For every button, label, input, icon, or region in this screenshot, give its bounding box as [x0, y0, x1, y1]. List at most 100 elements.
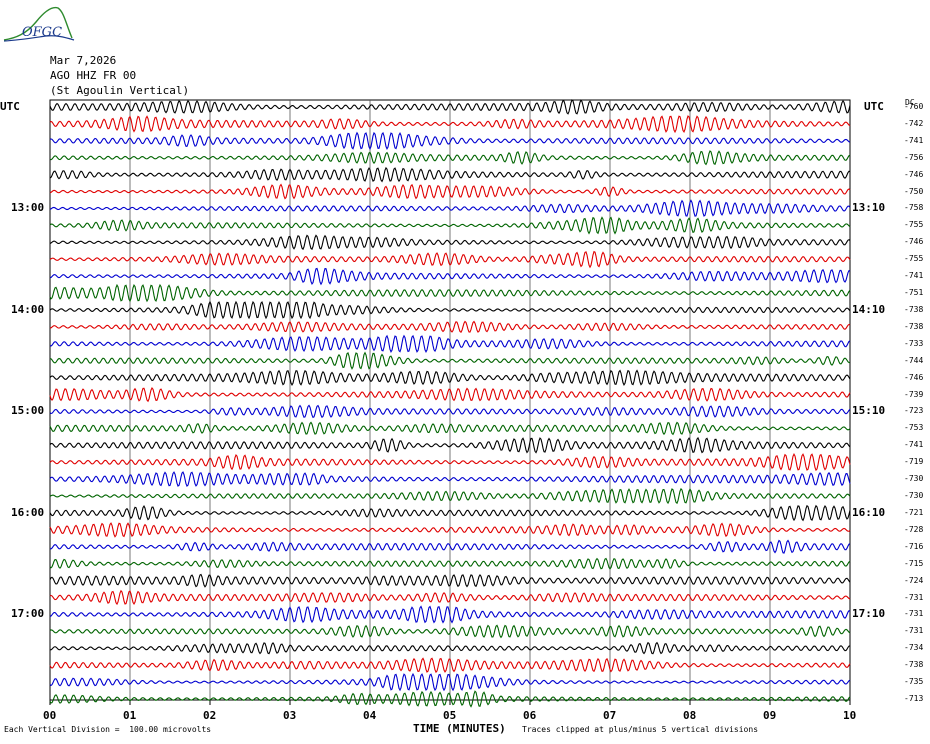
dc-offset-value: -741: [904, 440, 924, 450]
trace-blue-line: [49, 334, 851, 353]
x-tick-label: 03: [283, 709, 297, 722]
dc-offset-value: -741: [904, 271, 924, 281]
trace-red-line: [49, 452, 851, 472]
trace-red-line: [49, 250, 851, 269]
trace-blue-line: [49, 199, 851, 217]
trace-black-line: [49, 234, 851, 251]
trace-black-line: [49, 369, 851, 386]
dc-offset-header: DC: [905, 98, 915, 107]
dc-offset-value: -755: [904, 220, 924, 230]
dc-offset-value: -719: [904, 457, 924, 467]
left-time-label: 14:00: [11, 302, 45, 316]
dc-offset-value: -744: [904, 355, 924, 365]
plot-date: Mar 7,2026: [50, 54, 117, 67]
trace-red-line: [49, 115, 851, 134]
dc-offset-value: -738: [904, 304, 924, 314]
trace-red-line: [49, 589, 851, 606]
trace-black-line: [49, 300, 851, 320]
trace-blue-line: [49, 672, 851, 692]
trace-blue-line: [49, 404, 851, 419]
x-tick-label: 05: [443, 709, 457, 722]
left-time-label: 13:00: [11, 201, 45, 215]
trace-blue-line: [49, 605, 851, 624]
dc-offset-value: -742: [904, 118, 924, 128]
trace-green-line: [49, 624, 851, 639]
x-tick-label: 08: [683, 709, 697, 722]
trace-red-line: [49, 320, 851, 333]
trace-blue-line: [49, 471, 851, 488]
dc-offset-value: -713: [904, 694, 924, 703]
dc-offset-value: -716: [904, 541, 924, 551]
trace-blue-line: [49, 539, 851, 554]
dc-offset-value: -753: [904, 423, 924, 433]
x-axis-title: TIME (MINUTES): [413, 722, 506, 735]
x-tick-label: 00: [43, 709, 57, 722]
trace-black-line: [49, 504, 851, 522]
x-tick-label: 07: [603, 709, 617, 722]
trace-green-line: [49, 283, 851, 303]
trace-black-line: [49, 641, 851, 655]
station-location: (St Agoulin Vertical): [50, 84, 190, 97]
dc-offset-value: -746: [904, 372, 924, 382]
dc-offset-value: -728: [904, 524, 924, 534]
division-note: Each Vertical Division = 100.00 microvol…: [4, 725, 212, 734]
x-tick-label: 02: [203, 709, 217, 722]
trace-green-line: [49, 351, 851, 370]
trace-black-line: [49, 573, 851, 588]
trace-black-line: [49, 436, 851, 454]
trace-green-line: [49, 150, 851, 166]
dc-offset-value: -731: [904, 609, 924, 619]
dc-offset-value: -734: [904, 643, 924, 653]
trace-red-line: [49, 657, 851, 674]
x-tick-label: 09: [763, 709, 777, 722]
trace-green-line: [49, 421, 851, 436]
x-tick-label: 04: [363, 709, 377, 722]
trace-blue-line: [49, 267, 851, 286]
dc-offset-value: -715: [904, 558, 924, 568]
left-time-label: 15:00: [11, 404, 45, 418]
dc-offset-value: -738: [904, 321, 924, 331]
x-tick-label: 01: [123, 709, 137, 722]
x-tick-label: 06: [523, 709, 537, 722]
right-time-label: 14:10: [852, 302, 886, 316]
dc-offset-value: -739: [904, 389, 924, 399]
right-time-label: 16:10: [852, 505, 886, 519]
ofgc-logo: [3, 6, 75, 42]
right-time-label: 17:10: [852, 607, 886, 621]
dc-offset-value: -730: [904, 491, 924, 501]
station-code: AGO HHZ FR 00: [50, 69, 137, 82]
trace-green-line: [49, 487, 851, 505]
dc-offset-value: -746: [904, 237, 924, 247]
clip-note: Traces clipped at plus/minus 5 vertical …: [522, 725, 759, 734]
left-time-label: 17:00: [11, 607, 45, 621]
right-time-label: 15:10: [852, 404, 886, 418]
right-time-label: 13:10: [852, 201, 886, 215]
trace-green-line: [49, 690, 851, 708]
dc-offset-value: -756: [904, 152, 924, 162]
dc-offset-value: -760: [904, 102, 924, 111]
trace-blue-line: [49, 131, 851, 151]
dc-offset-value: -730: [904, 474, 924, 484]
left-timezone-label: UTC: [0, 100, 20, 113]
trace-black-line: [49, 99, 851, 115]
dc-offset-value: -731: [904, 592, 924, 602]
trace-black-line: [49, 166, 851, 183]
dc-offset-value: -738: [904, 660, 924, 670]
logo-text: OFGC: [22, 25, 63, 40]
dc-offset-value: -750: [904, 186, 924, 196]
dc-offset-value: -731: [904, 626, 924, 636]
dc-offset-value: -735: [904, 677, 924, 687]
trace-green-line: [49, 216, 851, 235]
trace-red-line: [49, 183, 851, 200]
dc-offset-value: -746: [904, 169, 924, 179]
trace-green-line: [49, 557, 851, 570]
dc-offset-value: -741: [904, 135, 924, 145]
dc-offset-value: -724: [904, 575, 924, 585]
dc-offset-value: -758: [904, 203, 924, 213]
dc-offset-value: -721: [904, 507, 924, 517]
trace-red-line: [49, 386, 851, 403]
dc-offset-value: -723: [904, 406, 924, 416]
dc-offset-value: -751: [904, 288, 924, 298]
